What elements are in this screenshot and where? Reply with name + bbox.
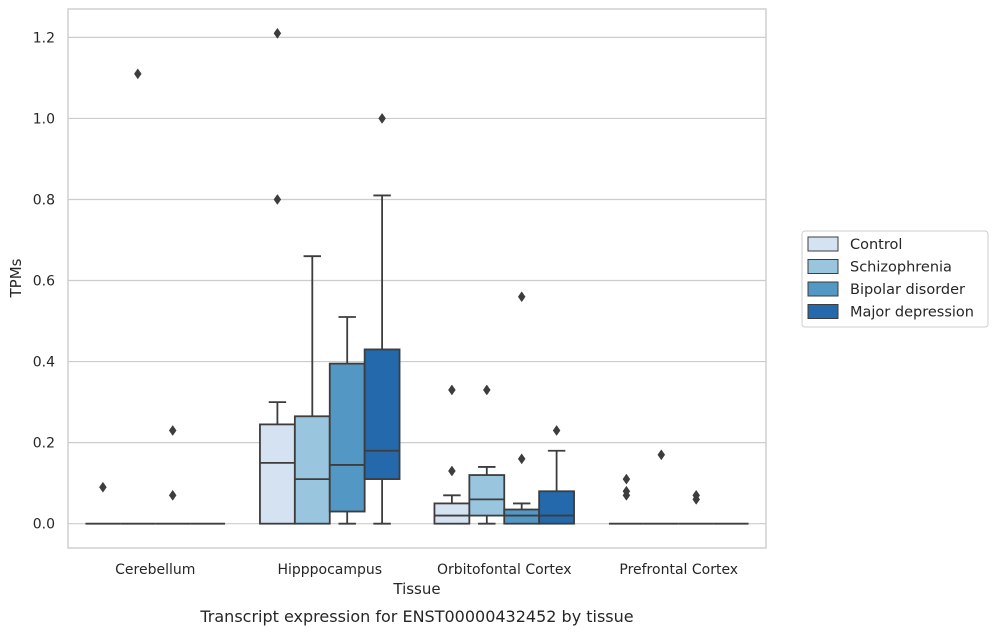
x-tick-label: Hipppocampus bbox=[277, 562, 382, 578]
legend-swatch bbox=[807, 304, 839, 319]
y-tick-label: 0.6 bbox=[33, 274, 55, 290]
outlier-point bbox=[448, 465, 456, 477]
outlier-point bbox=[692, 489, 701, 501]
outlier-point bbox=[378, 112, 386, 124]
box-3-0 bbox=[608, 473, 644, 525]
x-tick-label: Cerebellum bbox=[115, 562, 195, 578]
outlier-point bbox=[657, 449, 666, 461]
box-body bbox=[538, 490, 575, 525]
box-body bbox=[363, 348, 401, 481]
y-gridlines bbox=[68, 36, 766, 525]
x-axis-label: Tissue bbox=[392, 580, 440, 598]
outlier-point bbox=[273, 194, 282, 205]
box-body bbox=[293, 415, 331, 525]
y-tick-label: 0.2 bbox=[33, 436, 55, 452]
box-body bbox=[468, 474, 506, 517]
box-2-1 bbox=[468, 384, 506, 525]
box-3-1 bbox=[643, 449, 679, 525]
outlier-point bbox=[517, 453, 526, 465]
x-axis-ticks: Cerebellum Hipppocampus Orbitofontal Corte… bbox=[115, 562, 738, 578]
box-body bbox=[259, 423, 296, 525]
y-tick-label: 0.8 bbox=[33, 192, 55, 208]
chart-caption: Transcript expression for ENST0000043245… bbox=[199, 607, 633, 626]
legend: Control Schizophrenia Bipolar disorder Majo… bbox=[801, 230, 989, 328]
legend-label: Major depression bbox=[850, 305, 974, 321]
outlier-point bbox=[168, 425, 177, 436]
outlier-point bbox=[273, 27, 282, 39]
plot-area bbox=[85, 27, 749, 525]
legend-swatch bbox=[807, 236, 839, 252]
y-axis-ticks: 0.0 0.2 0.4 0.6 0.8 1.0 1.2 bbox=[33, 30, 55, 532]
legend-swatch bbox=[807, 259, 839, 274]
legend-label: Bipolar disorder bbox=[850, 282, 965, 298]
box-0-2 bbox=[155, 425, 191, 525]
y-axis-label: TPMs bbox=[7, 258, 25, 298]
legend-frame bbox=[801, 230, 989, 328]
y-tick-label: 1.0 bbox=[33, 111, 55, 127]
legend-label: Schizophrenia bbox=[850, 260, 952, 276]
box-3-2 bbox=[678, 489, 714, 525]
box-body bbox=[328, 362, 366, 513]
box-1-1 bbox=[293, 255, 331, 525]
box-2-3 bbox=[538, 425, 575, 525]
y-tick-label: 0.4 bbox=[33, 355, 55, 371]
box-2-2 bbox=[503, 291, 541, 525]
box-1-0 bbox=[259, 27, 296, 525]
outlier-point bbox=[517, 291, 526, 303]
box-1-3 bbox=[363, 112, 401, 525]
box-0-0 bbox=[85, 481, 121, 525]
outlier-point bbox=[622, 485, 631, 497]
outlier-point bbox=[448, 384, 456, 396]
box-body bbox=[503, 508, 541, 525]
x-tick-label: Prefrontal Cortex bbox=[619, 562, 738, 578]
box-2-0 bbox=[433, 384, 471, 525]
outlier-point bbox=[552, 425, 561, 436]
plot-frame bbox=[67, 8, 767, 549]
y-tick-label: 0.0 bbox=[33, 517, 55, 533]
legend-swatch bbox=[807, 281, 839, 297]
x-tick-label: Orbitofontal Cortex bbox=[437, 562, 572, 578]
y-tick-label: 1.2 bbox=[33, 30, 55, 46]
box-0-1 bbox=[120, 68, 156, 525]
outlier-point bbox=[168, 489, 177, 501]
box-1-2 bbox=[328, 316, 366, 525]
outlier-point bbox=[133, 68, 142, 80]
outlier-point bbox=[622, 473, 631, 485]
legend-label: Control bbox=[850, 237, 902, 253]
outlier-point bbox=[99, 481, 107, 493]
outlier-point bbox=[482, 384, 491, 396]
box-body bbox=[433, 502, 471, 525]
